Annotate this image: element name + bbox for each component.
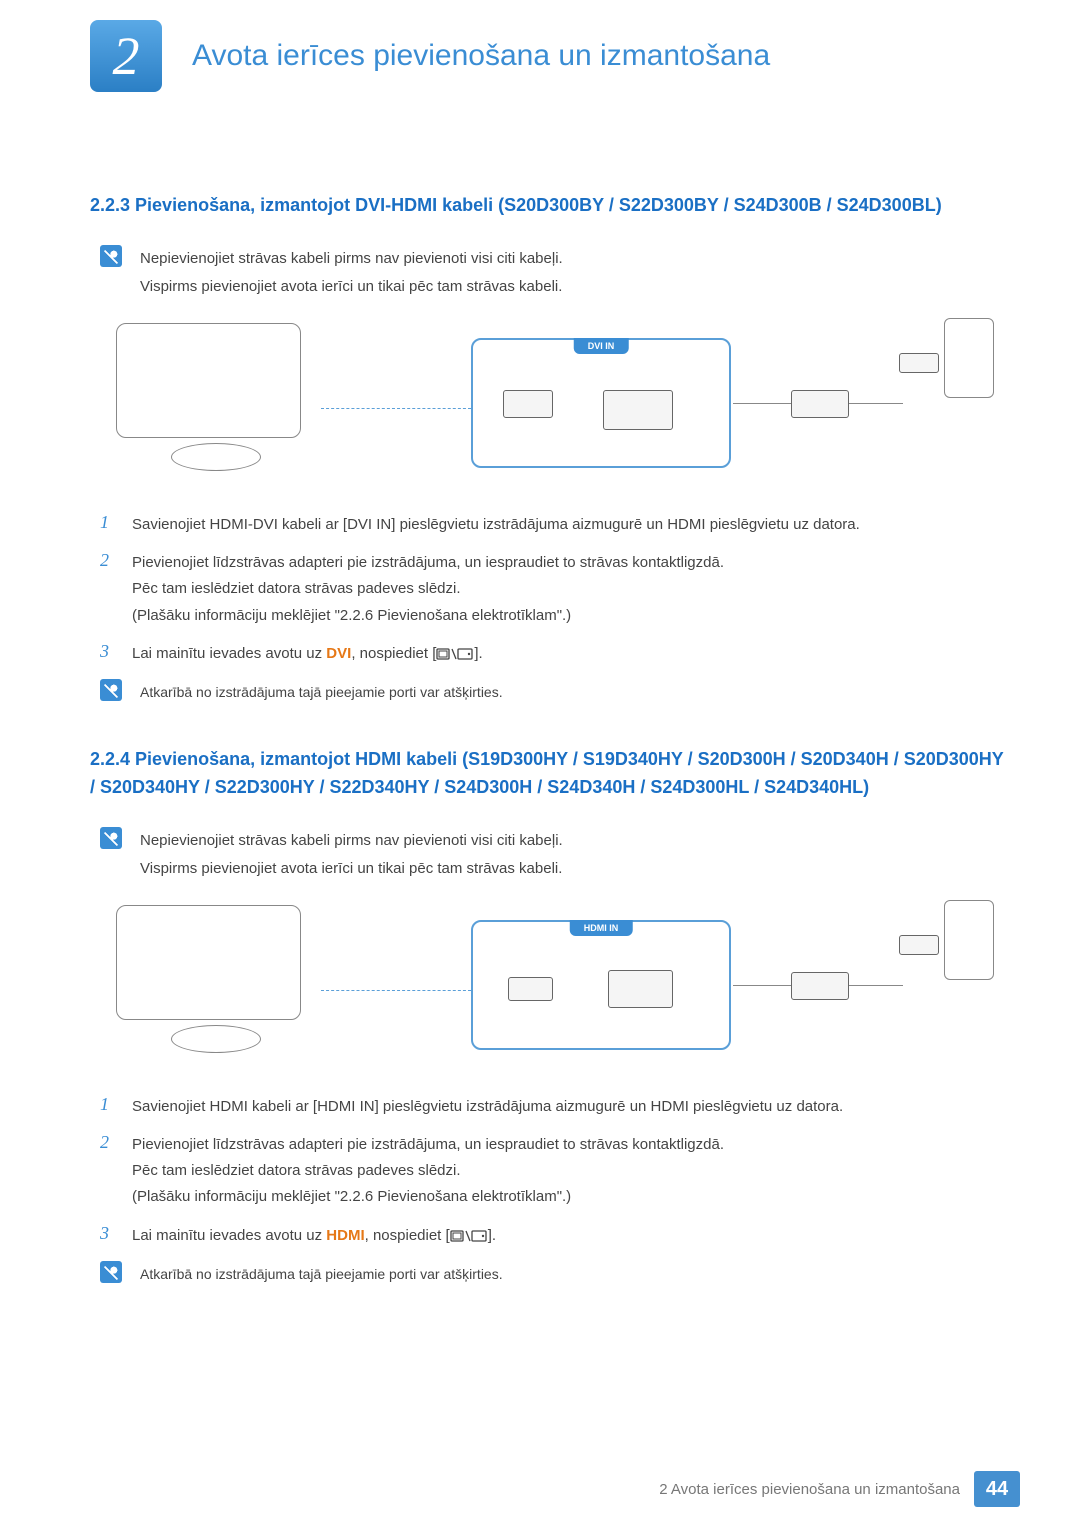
chapter-number-box: 2	[90, 20, 162, 92]
step-number: 2	[100, 1132, 114, 1153]
step-text: Lai mainītu ievades avotu uz DVI, nospie…	[132, 641, 483, 667]
steps-list: 1 Savienojiet HDMI kabeli ar [HDMI IN] p…	[90, 1094, 1010, 1249]
port-label: HDMI IN	[570, 920, 633, 936]
pc-illustration	[944, 900, 994, 980]
port-detail-box: HDMI IN	[471, 920, 731, 1050]
source-name: HDMI	[326, 1227, 364, 1244]
step-item: 1 Savienojiet HDMI-DVI kabeli ar [DVI IN…	[100, 512, 1010, 538]
step-text: Savienojiet HDMI kabeli ar [HDMI IN] pie…	[132, 1094, 843, 1120]
connection-diagram-hdmi: HDMI IN	[90, 899, 1010, 1069]
step-item: 3 Lai mainītu ievades avotu uz DVI, nosp…	[100, 641, 1010, 667]
footnote-text: Atkarībā no izstrādājuma tajā pieejamie …	[140, 1261, 503, 1288]
step-number: 1	[100, 512, 114, 533]
step-number: 1	[100, 1094, 114, 1115]
pc-port	[899, 935, 939, 955]
caution-note: Nepievienojiet strāvas kabeli pirms nav …	[90, 827, 1010, 884]
step-item: 2 Pievienojiet līdzstrāvas adapteri pie …	[100, 1132, 1010, 1211]
caution-note: Nepievienojiet strāvas kabeli pirms nav …	[90, 245, 1010, 302]
page-number: 44	[974, 1471, 1020, 1507]
step-text: Lai mainītu ievades avotu uz HDMI, nospi…	[132, 1223, 496, 1249]
step-item: 1 Savienojiet HDMI kabeli ar [HDMI IN] p…	[100, 1094, 1010, 1120]
footnote: Atkarībā no izstrādājuma tajā pieejamie …	[90, 1261, 1010, 1288]
pc-illustration	[944, 318, 994, 398]
note-line: Vispirms pievienojiet avota ierīci un ti…	[140, 855, 563, 884]
footnote-text: Atkarībā no izstrādājuma tajā pieejamie …	[140, 679, 503, 706]
note-text: Nepievienojiet strāvas kabeli pirms nav …	[140, 245, 563, 302]
note-line: Nepievienojiet strāvas kabeli pirms nav …	[140, 827, 563, 856]
connection-diagram-dvi: DVI IN	[90, 317, 1010, 487]
note-icon	[100, 679, 122, 701]
step-number: 2	[100, 550, 114, 571]
source-name: DVI	[326, 645, 351, 662]
note-line: Vispirms pievienojiet avota ierīci un ti…	[140, 273, 563, 302]
step-text: Savienojiet HDMI-DVI kabeli ar [DVI IN] …	[132, 512, 860, 538]
step-number: 3	[100, 1223, 114, 1244]
section-heading-224: 2.2.4 Pievienošana, izmantojot HDMI kabe…	[90, 746, 1010, 802]
chapter-title: Avota ierīces pievienošana un izmantošan…	[192, 39, 770, 73]
port-label: DVI IN	[574, 338, 629, 354]
page-footer: 2 Avota ierīces pievienošana un izmantoš…	[659, 1471, 1020, 1507]
note-text: Nepievienojiet strāvas kabeli pirms nav …	[140, 827, 563, 884]
page-header: 2 Avota ierīces pievienošana un izmantoš…	[90, 20, 1010, 92]
note-icon	[100, 1261, 122, 1283]
note-icon	[100, 245, 122, 267]
step-item: 3 Lai mainītu ievades avotu uz HDMI, nos…	[100, 1223, 1010, 1249]
step-item: 2 Pievienojiet līdzstrāvas adapteri pie …	[100, 550, 1010, 629]
hdmi-connector	[791, 390, 849, 418]
footer-chapter-ref: 2 Avota ierīces pievienošana un izmantoš…	[659, 1481, 960, 1498]
port-detail-box: DVI IN	[471, 338, 731, 468]
steps-list: 1 Savienojiet HDMI-DVI kabeli ar [DVI IN…	[90, 512, 1010, 667]
footnote: Atkarībā no izstrādājuma tajā pieejamie …	[90, 679, 1010, 706]
section-heading-223: 2.2.3 Pievienošana, izmantojot DVI-HDMI …	[90, 192, 1010, 220]
source-button-icon	[450, 1229, 488, 1243]
step-text: Pievienojiet līdzstrāvas adapteri pie iz…	[132, 550, 724, 629]
note-icon	[100, 827, 122, 849]
hdmi-connector	[791, 972, 849, 1000]
step-number: 3	[100, 641, 114, 662]
monitor-illustration	[116, 905, 316, 1055]
note-line: Nepievienojiet strāvas kabeli pirms nav …	[140, 245, 563, 274]
monitor-illustration	[116, 323, 316, 473]
step-text: Pievienojiet līdzstrāvas adapteri pie iz…	[132, 1132, 724, 1211]
pc-port	[899, 353, 939, 373]
source-button-icon	[436, 647, 474, 661]
